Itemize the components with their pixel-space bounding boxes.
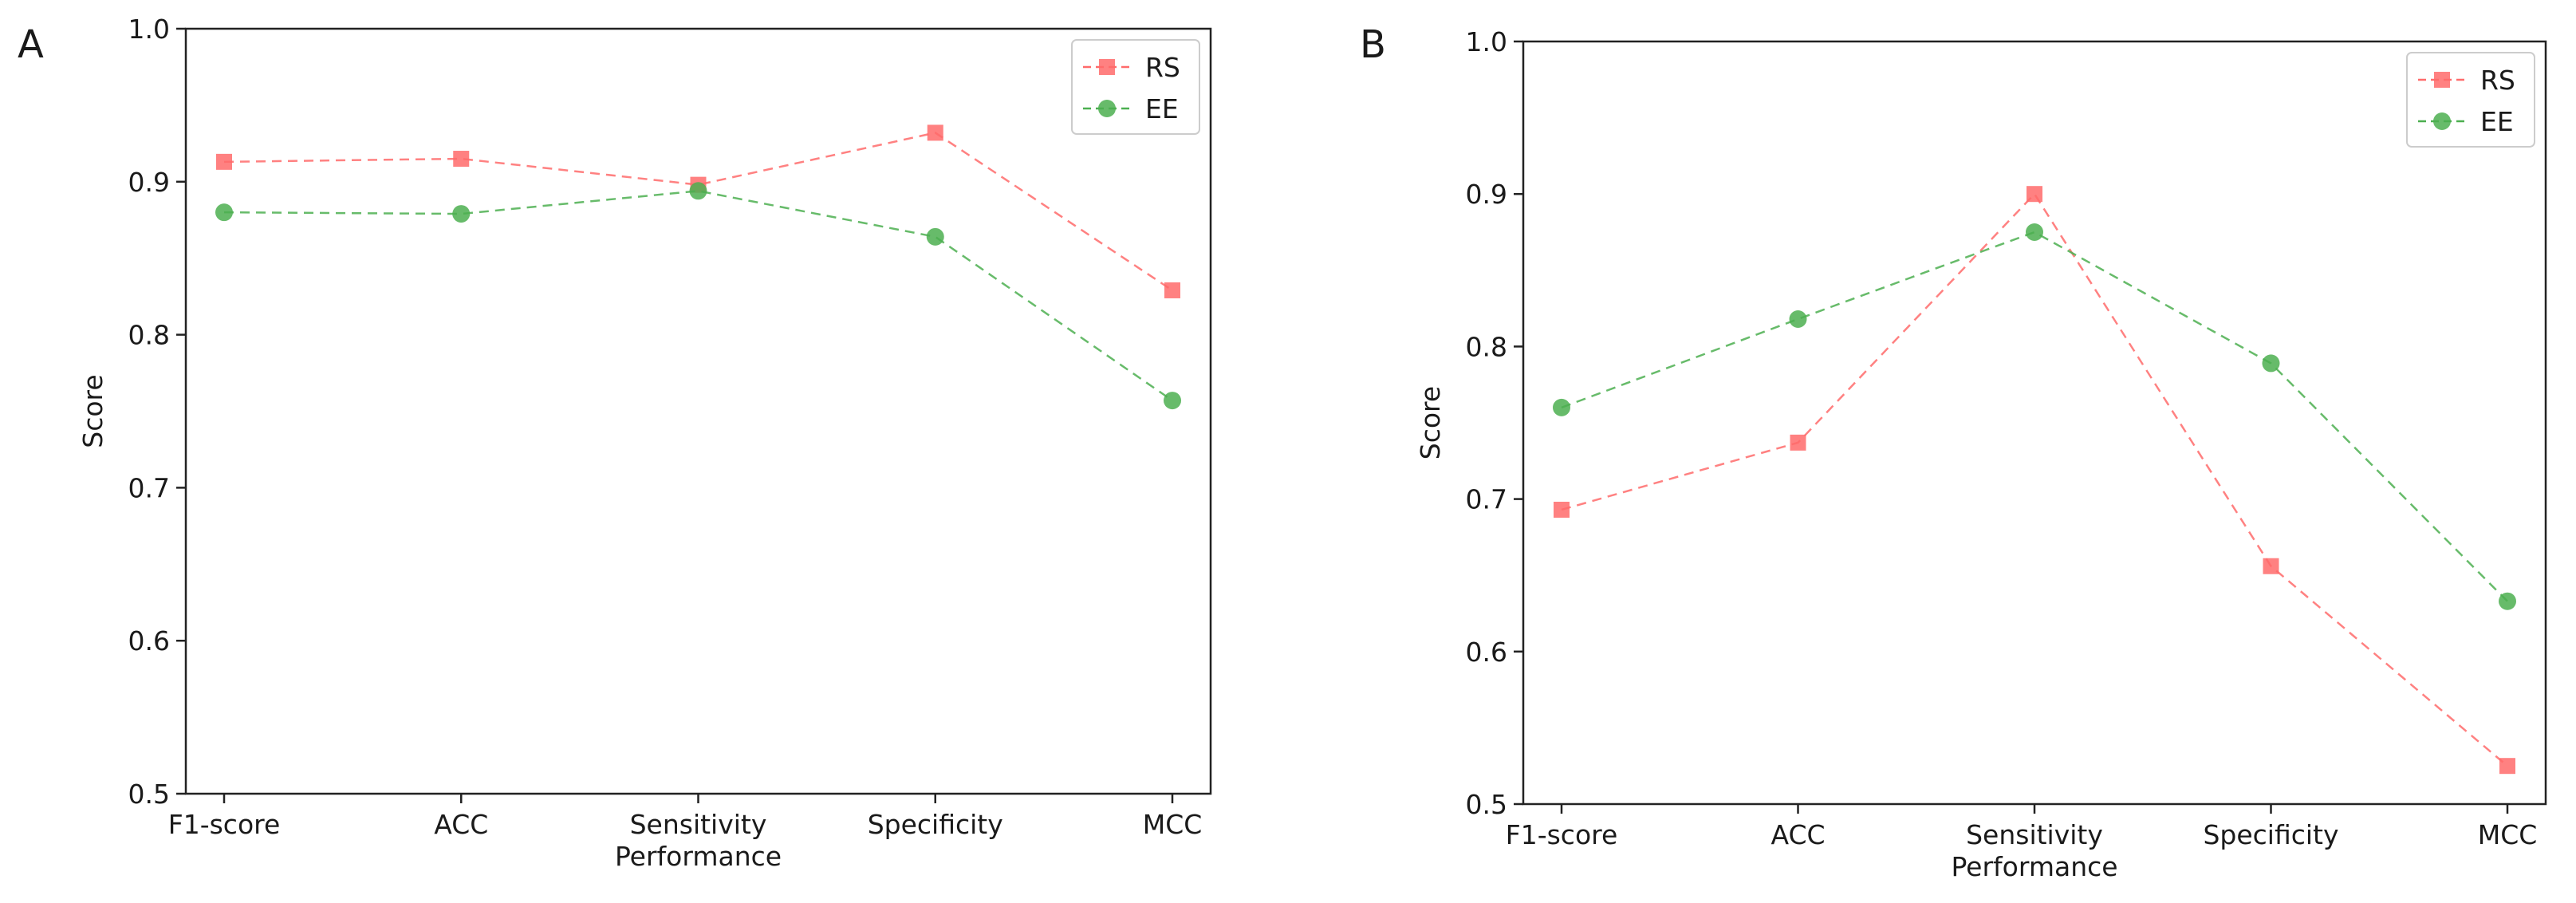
series-layer [215,124,1181,410]
y-tick-labels: 0.5 0.6 0.7 0.8 0.9 1.0 [128,14,170,810]
plot-frame [184,27,1212,795]
y-tick-label: 0.6 [1466,637,1507,668]
x-tick-label: Specificity [2203,819,2338,850]
x-tick-label: Sensitivity [630,809,767,840]
panel-letter: B [1360,22,1386,67]
x-axis-label: Performance [1951,851,2117,882]
data-point-rs [2499,758,2515,775]
series-layer [1553,186,2516,775]
legend-marker-rs [2434,72,2450,88]
x-tick-label: ACC [434,809,488,840]
panel-letter: A [18,22,44,67]
legend-box [1071,39,1200,135]
x-tick-label: ACC [1771,819,1825,850]
data-point-ee [1164,392,1181,410]
y-tick-label: 0.7 [128,472,170,503]
axis-ticks [176,27,1174,803]
x-tick-label: MCC [1143,809,1203,840]
y-axis-label: Score [77,374,108,448]
legend-label-rs: RS [1145,52,1180,83]
legend-label-ee: EE [2480,106,2514,137]
y-tick-label: 0.5 [128,779,170,810]
y-tick-label: 0.6 [128,625,170,657]
panel-a: A 0.5 0.6 0.7 0.8 0.9 1.0 F1-score ACC S… [18,14,1212,872]
data-point-rs [1790,434,1806,451]
x-tick-label: F1-score [168,809,281,840]
y-tick-label: 0.7 [1466,484,1507,515]
data-point-ee [2262,354,2280,373]
data-point-ee [2499,592,2516,610]
x-axis-label: Performance [615,841,782,872]
legend-marker-ee [2433,112,2451,130]
legend: RS EE [2406,52,2535,148]
y-tick-label: 1.0 [1466,26,1507,57]
y-tick-labels: 0.5 0.6 0.7 0.8 0.9 1.0 [1466,26,1507,820]
panel-b: B 0.5 0.6 0.7 0.8 0.9 1.0 F1-score ACC S… [1360,22,2547,882]
data-point-ee [452,205,471,223]
x-tick-label: MCC [2478,819,2538,850]
x-tick-labels: F1-score ACC Sensitivity Specificity MCC [168,809,1203,840]
plot-frame [1522,40,2547,806]
data-point-ee [1553,398,1570,416]
x-tick-label: Sensitivity [1966,819,2103,850]
series-line-ee [1561,231,2508,602]
y-tick-label: 0.8 [1466,331,1507,362]
data-point-ee [215,203,233,222]
data-point-rs [1164,282,1180,298]
data-point-rs [927,124,943,141]
x-tick-label: Specificity [868,809,1003,840]
y-tick-label: 1.0 [128,14,170,45]
y-tick-label: 0.9 [128,167,170,198]
series-line-rs [1561,192,2508,767]
y-tick-label: 0.8 [128,320,170,351]
data-point-ee [2026,223,2043,241]
legend: RS EE [1071,39,1200,135]
data-point-rs [1554,501,1570,518]
y-tick-label: 0.5 [1466,789,1507,820]
data-point-rs [216,153,232,170]
axis-ticks [1514,40,2509,814]
data-point-ee [926,227,944,246]
x-tick-labels: F1-score ACC Sensitivity Specificity MCC [1506,819,2538,850]
legend-label-rs: RS [2480,65,2515,96]
data-point-rs [2027,186,2042,203]
data-point-rs [2263,558,2279,574]
legend-label-ee: EE [1145,93,1179,124]
legend-marker-rs [1099,59,1115,75]
data-point-ee [1789,310,1807,328]
legend-box [2406,52,2535,148]
y-tick-label: 0.9 [1466,179,1507,210]
data-point-rs [453,151,470,168]
x-tick-label: F1-score [1506,819,1618,850]
legend-marker-ee [1098,100,1116,117]
data-point-ee [689,182,707,200]
y-axis-label: Score [1415,386,1446,459]
